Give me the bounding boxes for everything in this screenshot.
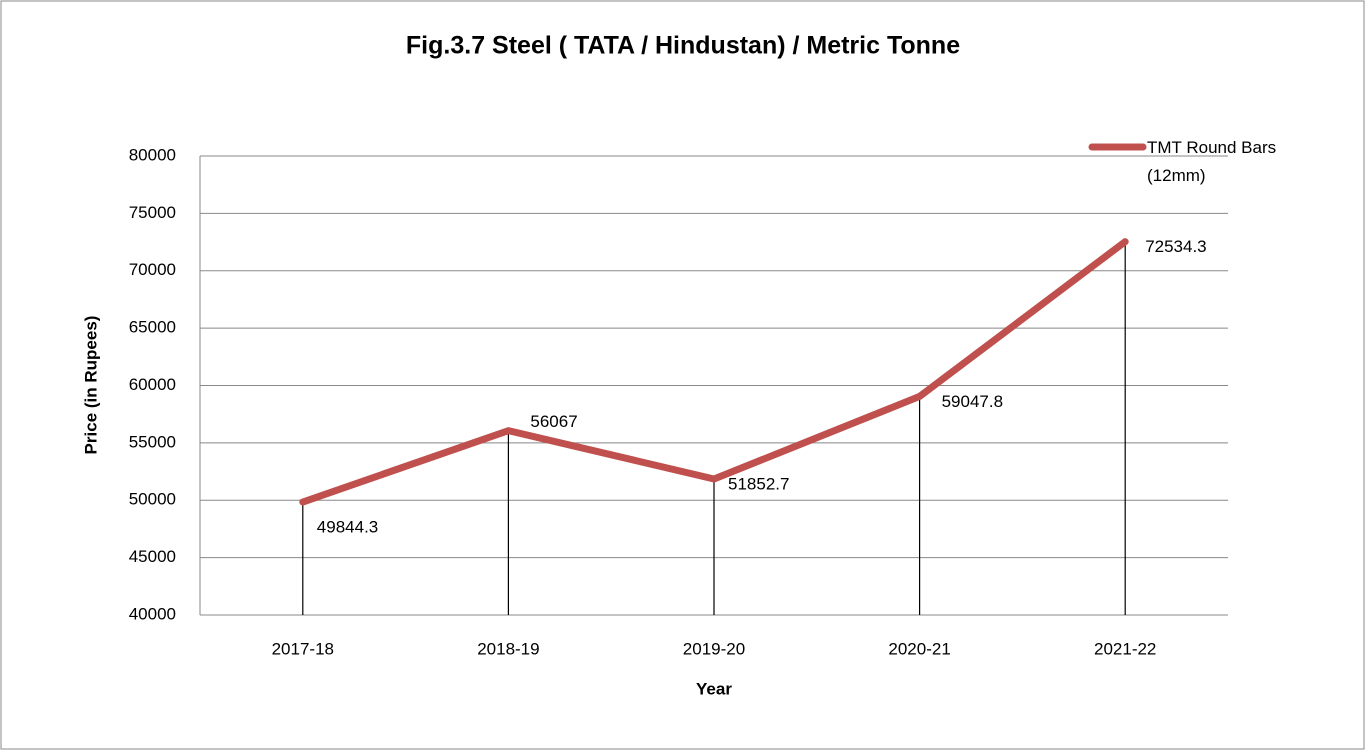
data-label: 56067 bbox=[530, 412, 577, 431]
data-label: 49844.3 bbox=[317, 518, 378, 537]
y-tick-label: 55000 bbox=[129, 432, 176, 451]
legend-label: TMT Round Bars (12mm) bbox=[1147, 138, 1277, 185]
data-line bbox=[299, 238, 1129, 506]
y-tick-label: 50000 bbox=[129, 490, 176, 509]
data-label: 59047.8 bbox=[942, 392, 1003, 411]
y-tick-label: 60000 bbox=[129, 375, 176, 394]
y-tick-label: 75000 bbox=[129, 203, 176, 222]
x-axis-label: Year bbox=[696, 679, 732, 698]
x-tick-label: 2019-20 bbox=[683, 639, 745, 658]
x-tick-label: 2020-21 bbox=[888, 639, 950, 658]
x-tick-label: 2021-22 bbox=[1094, 639, 1156, 658]
y-tick-label: 80000 bbox=[129, 145, 176, 164]
x-tick-label: 2018-19 bbox=[477, 639, 539, 658]
data-label: 72534.3 bbox=[1145, 237, 1206, 256]
x-tick-label: 2017-18 bbox=[272, 639, 334, 658]
y-tick-label: 65000 bbox=[129, 318, 176, 337]
chart-title: Fig.3.7 Steel ( TATA / Hindustan) / Metr… bbox=[406, 32, 960, 60]
data-label: 51852.7 bbox=[728, 474, 789, 493]
y-axis-label: Price (in Rupees) bbox=[81, 316, 100, 455]
y-tick-label: 70000 bbox=[129, 260, 176, 279]
y-tick-label: 45000 bbox=[129, 547, 176, 566]
y-tick-label: 40000 bbox=[129, 604, 176, 623]
